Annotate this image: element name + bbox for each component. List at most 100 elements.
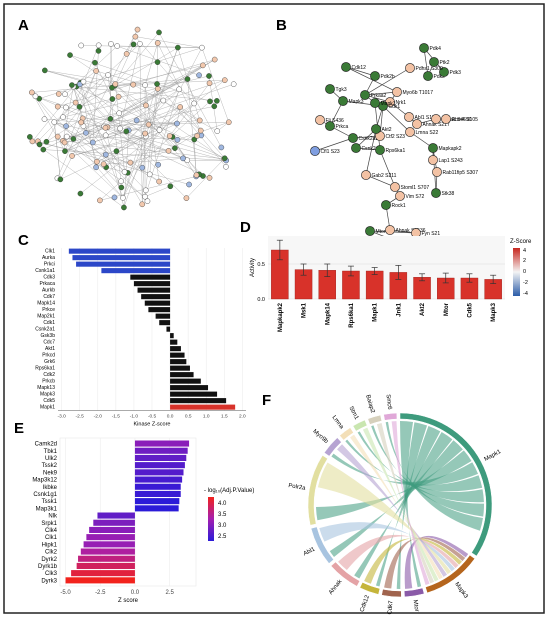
- network-a-node: [62, 91, 68, 98]
- chart-c-bar: [72, 255, 171, 261]
- network-a-edge: [62, 117, 148, 202]
- chart-e-category-label: Camk2d: [35, 442, 57, 448]
- chart-e-category-label: Nlk: [48, 514, 58, 520]
- panel-letter-b: B: [276, 17, 287, 34]
- chart-e-bar: [97, 512, 135, 519]
- network-b-node-label: Prkca: [336, 124, 349, 130]
- network-a-node: [113, 148, 120, 154]
- chord-sector-label: Abl1: [303, 546, 317, 557]
- chart-c-bar: [170, 385, 209, 391]
- network-a-node: [116, 110, 123, 117]
- zscore-legend: Z-Score 4 2 0 -2 -4: [510, 239, 532, 297]
- network-b-node: [431, 114, 441, 124]
- chart-c-bar: [130, 274, 171, 280]
- network-a-edge: [31, 92, 66, 152]
- network-a-node: [156, 127, 163, 133]
- chart-e-bar: [134, 505, 179, 512]
- network-a-node: [102, 151, 109, 158]
- network-b-node-label: Mapk3: [349, 99, 364, 105]
- chart-d-tick-label: 0.0: [257, 297, 265, 303]
- network-b-node-label: Mapk1: [381, 101, 396, 107]
- network-a-node: [80, 78, 87, 85]
- chart-c-category-label: Cdk1: [43, 320, 55, 326]
- network-a-edge: [35, 96, 122, 188]
- network-a-node: [207, 98, 213, 105]
- network-a-edge: [44, 70, 113, 88]
- network-b-node: [385, 225, 395, 235]
- chart-e-bar: [134, 454, 187, 461]
- network-a-edge: [96, 128, 121, 162]
- chart-c-bar: [170, 378, 201, 384]
- network-b-node: [325, 84, 335, 94]
- network-a-node: [134, 26, 141, 33]
- network-a-node: [115, 93, 122, 100]
- chart-e-bar: [80, 548, 135, 555]
- network-a-edge: [106, 100, 164, 168]
- chart-c-bar: [133, 281, 171, 287]
- chart-e-category-label: Clk2: [45, 550, 58, 556]
- pvalue-legend-title: - log₁₀(Adj.P.Value): [204, 488, 254, 494]
- network-b-node-label: Stk38: [442, 191, 455, 197]
- network-a-node: [41, 116, 48, 122]
- chart-c-category-label: Rps6ka1: [35, 366, 55, 372]
- network-a-node: [90, 139, 96, 146]
- network-a-node: [93, 164, 99, 171]
- network-b-node-label: Nrk1: [396, 100, 407, 106]
- chart-c-tick-label: -2.5: [76, 414, 85, 420]
- network-a-edge: [119, 43, 141, 129]
- chart-e-category-label: Tbk1: [44, 449, 58, 455]
- network-a-node: [69, 82, 75, 88]
- network-a-edge: [80, 82, 146, 137]
- network-a-node: [180, 155, 186, 162]
- network-a-node: [137, 40, 143, 47]
- network-a-edge: [194, 139, 197, 177]
- chord-sector: [359, 582, 381, 595]
- chart-e-category-label: Dyrk2: [41, 557, 57, 563]
- chord-ribbon: [396, 422, 428, 589]
- pvalue-colorbar: [208, 497, 214, 541]
- network-b-node: [428, 143, 438, 153]
- chart-c-bar: [141, 294, 171, 300]
- network-a-node: [40, 146, 47, 153]
- network-a-node: [176, 86, 182, 93]
- network-a-node: [177, 104, 183, 110]
- network-b-node: [392, 87, 402, 97]
- network-b-node: [395, 191, 405, 201]
- network-a-node: [32, 93, 39, 100]
- chart-d-category-label: Rps6ka1: [349, 302, 355, 327]
- network-b-node: [348, 133, 358, 143]
- network-b-edge: [379, 149, 396, 188]
- chord-sector: [323, 437, 342, 457]
- network-a-node: [27, 134, 33, 140]
- pvalue-tick-2: 3.5: [218, 512, 227, 518]
- network-a-node: [29, 138, 36, 145]
- chart-c-category-label: Aurka: [42, 255, 55, 261]
- network-a-node: [145, 121, 152, 128]
- chart-c-category-label: Cdk7: [43, 294, 55, 300]
- network-a-edge: [148, 106, 181, 125]
- chart-d-category-label: Msk1: [302, 302, 308, 318]
- network-b-node-label: Pdhs1 S300: [416, 66, 443, 72]
- chart-c-category-label: Csnk1a1: [35, 268, 55, 274]
- network-a-node: [42, 67, 48, 74]
- network-a-edge: [80, 80, 225, 194]
- network-a-edge: [177, 47, 200, 121]
- chart-c-bar: [101, 268, 171, 274]
- zscore-colorbar: [513, 248, 520, 296]
- chord-ribbon: [376, 423, 435, 584]
- network-b-node: [310, 146, 320, 156]
- network-a-node: [95, 42, 102, 49]
- chord-ribbon: [375, 425, 441, 587]
- chart-c-tick-label: 2.0: [239, 414, 246, 420]
- chart-c-bar: [166, 326, 171, 332]
- chart-e-category-label: Hipk1: [42, 542, 58, 548]
- network-a-edge: [111, 87, 176, 149]
- network-b-node-label: Csnk2a2: [359, 136, 379, 142]
- network-a-node: [130, 81, 137, 88]
- network-a-edge: [105, 127, 125, 208]
- network-a-edge: [64, 130, 129, 152]
- chart-c-category-label: Mapk13: [37, 385, 55, 391]
- network-a-node: [130, 41, 137, 48]
- network-a-edge: [130, 158, 184, 163]
- network-a-node: [117, 125, 123, 132]
